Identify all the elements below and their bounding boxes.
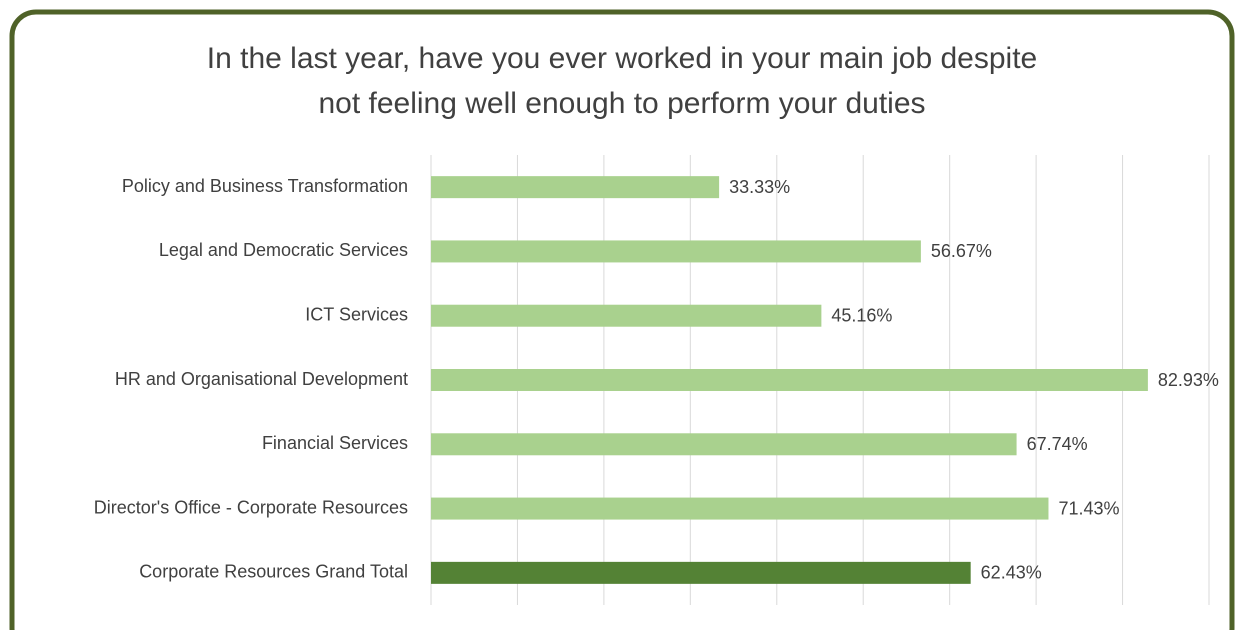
bar (431, 176, 720, 199)
y-tick-label: Financial Services (262, 433, 408, 453)
chart-title: In the last year, have you ever worked i… (207, 42, 1037, 75)
data-label: 71.43% (1058, 498, 1119, 518)
chart-title: not feeling well enough to perform your … (318, 87, 925, 120)
data-label: 82.93% (1158, 370, 1219, 390)
y-tick-label: Corporate Resources Grand Total (139, 562, 408, 582)
y-tick-label: Policy and Business Transformation (122, 176, 408, 196)
bar (431, 240, 921, 263)
data-label: 45.16% (831, 305, 892, 325)
y-tick-label: Legal and Democratic Services (159, 240, 408, 260)
bar (431, 433, 1017, 456)
bar (431, 561, 971, 584)
bar (431, 497, 1049, 520)
data-label: 33.33% (729, 177, 790, 197)
bar (431, 369, 1148, 391)
y-tick-label: ICT Services (305, 304, 408, 324)
data-label: 62.43% (981, 563, 1042, 583)
y-tick-label: Director's Office - Corporate Resources (94, 497, 408, 517)
data-label: 67.74% (1027, 434, 1088, 454)
data-label: 56.67% (931, 241, 992, 261)
y-tick-label: HR and Organisational Development (115, 369, 408, 389)
bar (431, 304, 822, 327)
